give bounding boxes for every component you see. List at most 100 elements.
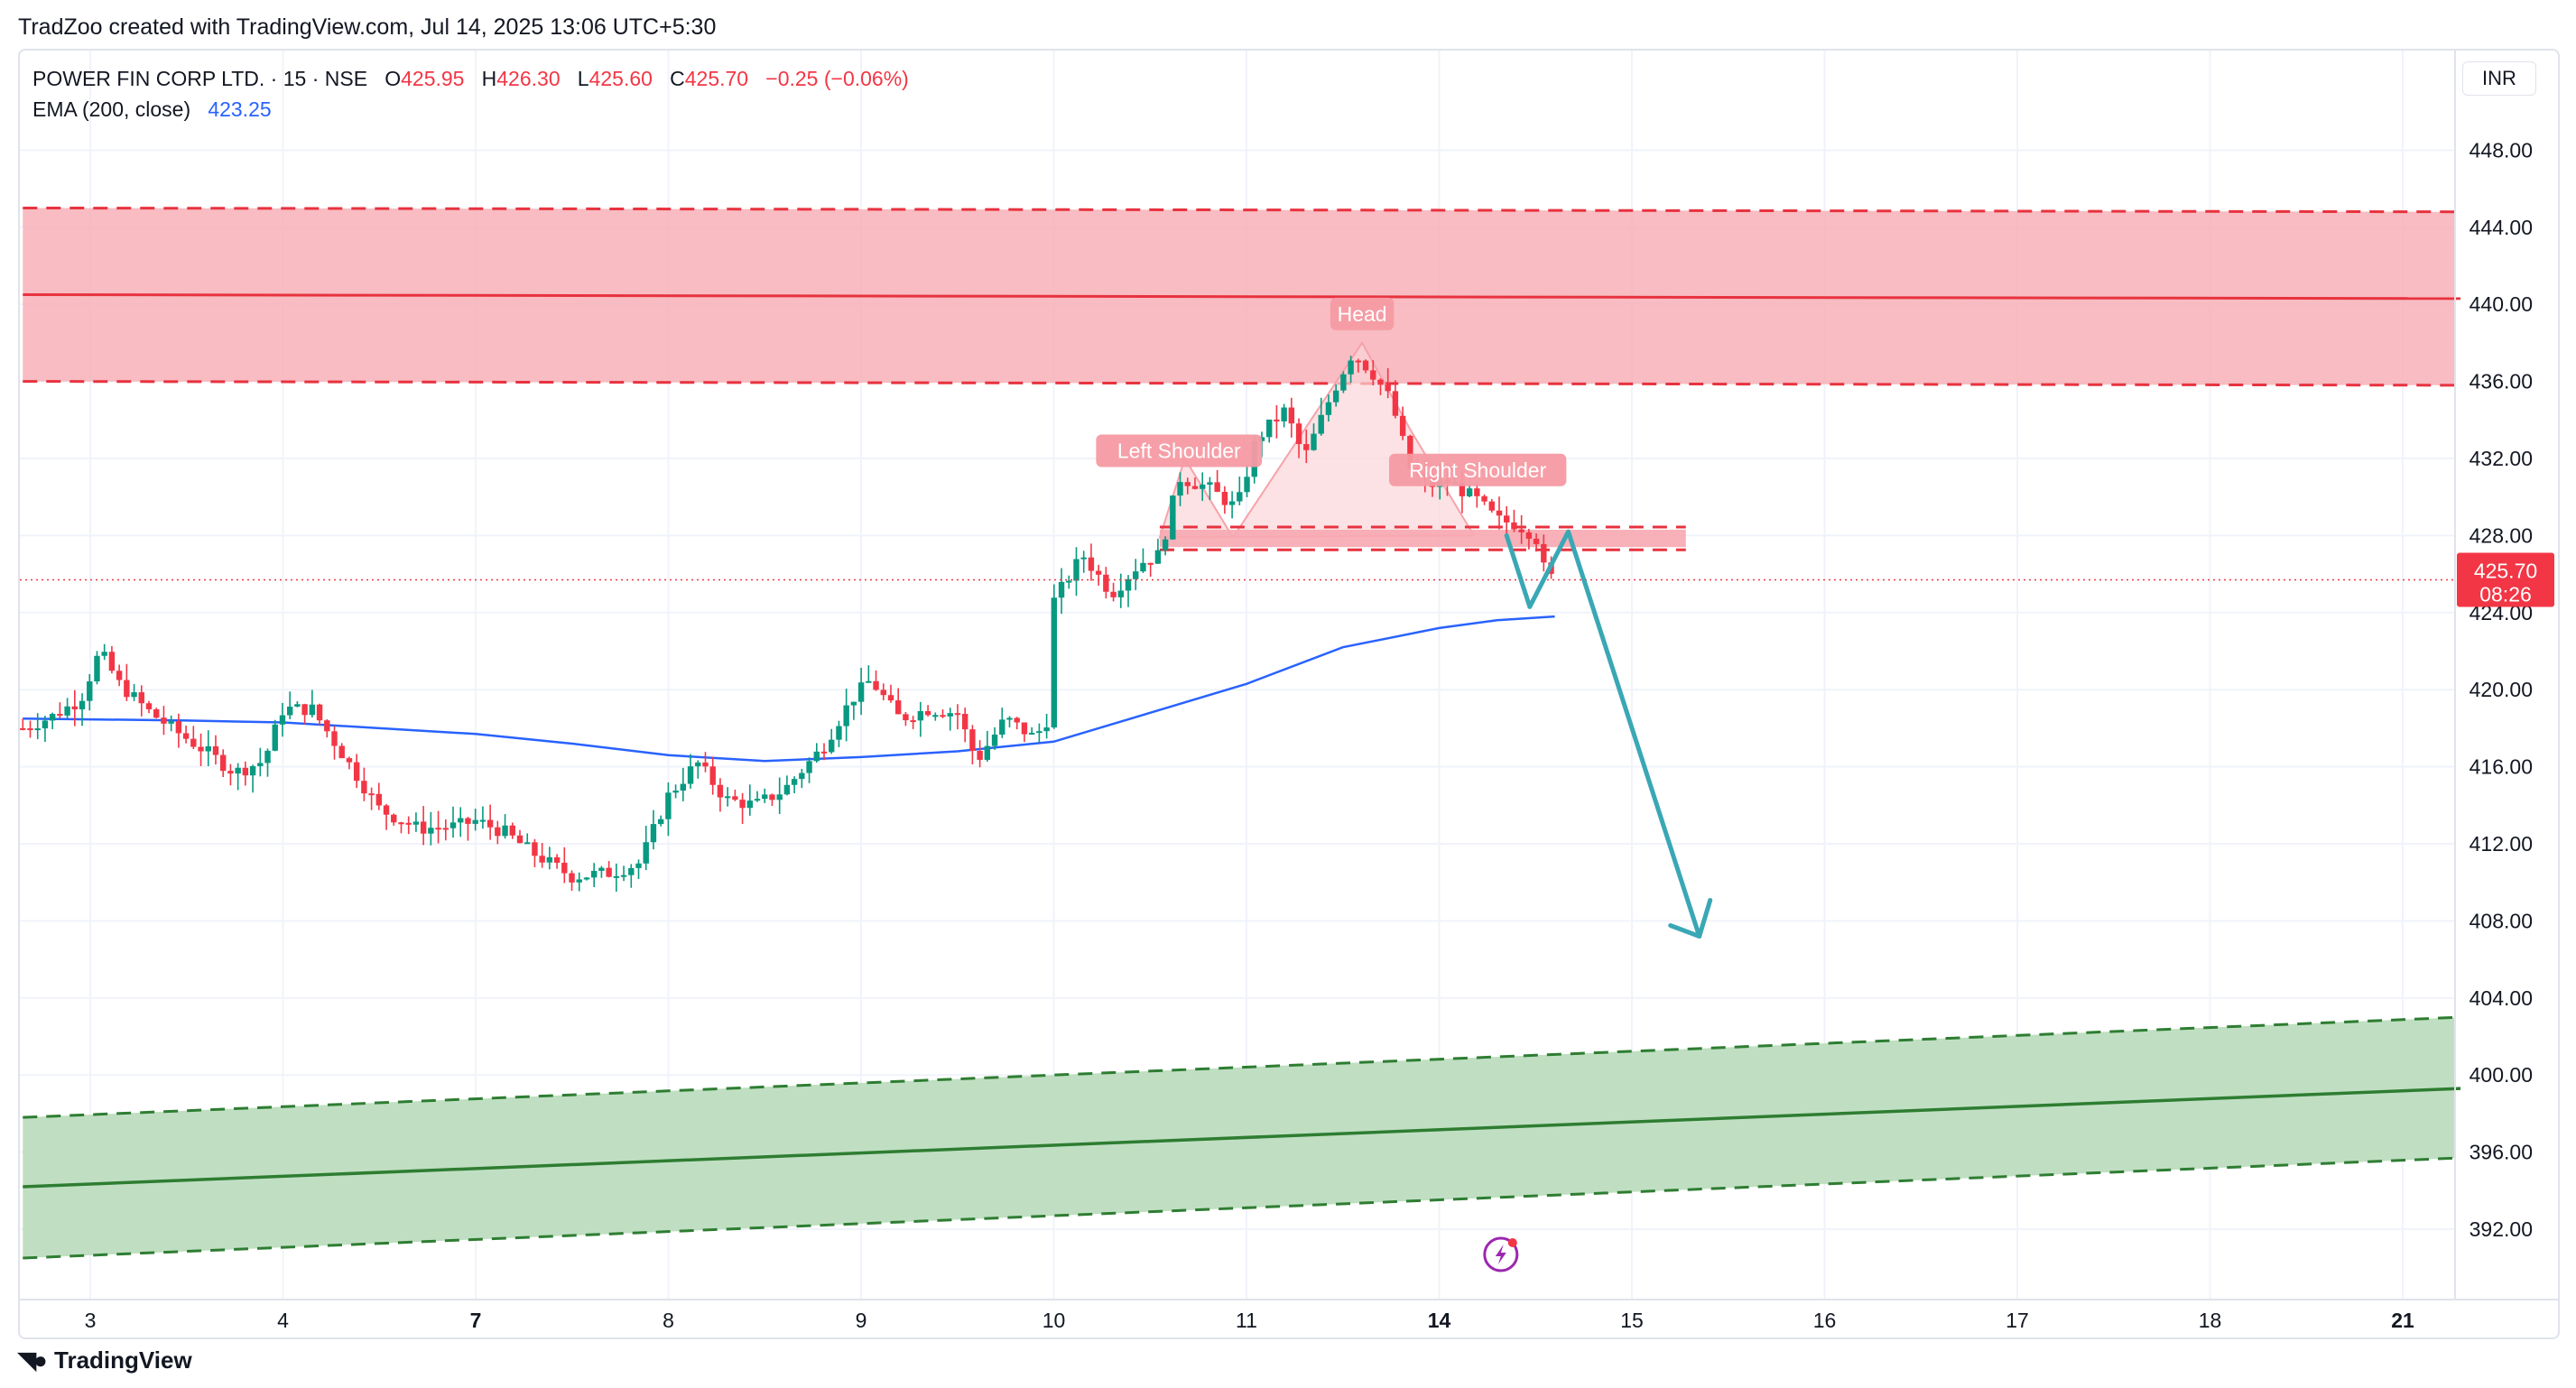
candle-body	[472, 819, 478, 824]
candle-body	[338, 745, 345, 759]
support-mid-line[interactable]	[23, 1087, 2461, 1189]
candle-body	[449, 822, 457, 828]
support-upper-line[interactable]	[23, 1015, 2461, 1119]
chart-pane[interactable]	[18, 49, 2560, 1339]
time-tick-label: 3	[85, 1309, 97, 1332]
candle-body	[569, 873, 575, 883]
neckline-zone[interactable]	[1159, 529, 1686, 548]
candle-body	[1177, 482, 1183, 496]
open-label: O	[385, 67, 402, 90]
support-lower-line[interactable]	[23, 1156, 2461, 1260]
candle-body	[1370, 370, 1376, 380]
candle-body	[398, 822, 404, 825]
chart-legend: POWER FIN CORP LTD. · 15 · NSE O425.95 H…	[32, 63, 909, 125]
candle-body	[783, 784, 791, 795]
change-value: −0.25 (−0.06%)	[765, 67, 909, 90]
candle-body	[49, 714, 56, 721]
close-label: C	[670, 67, 685, 90]
price-tick-label: 448.00	[2469, 138, 2533, 162]
candle-body	[1459, 482, 1466, 496]
lightning-bolt-icon	[1495, 1245, 1506, 1264]
candle-body	[1028, 732, 1035, 735]
candle-body	[412, 821, 420, 825]
candle-body	[583, 877, 590, 880]
candle-body	[657, 819, 664, 825]
pattern-label: Left Shoulder	[1117, 439, 1241, 462]
candle-body	[205, 745, 211, 752]
resistance-mid-line[interactable]	[23, 293, 2461, 301]
candle-body	[1088, 557, 1095, 571]
candle-body	[1392, 391, 1399, 416]
candle-body	[1110, 591, 1117, 597]
tradingview-logo[interactable]: ◥● TradingView	[18, 1346, 192, 1374]
candle-body	[435, 828, 441, 830]
projection-arrow[interactable]	[1504, 529, 1702, 939]
candle-body	[346, 758, 353, 763]
candle-body	[1481, 495, 1487, 502]
tradingview-logo-icon: ◥●	[18, 1346, 48, 1374]
candle-body	[1073, 559, 1080, 581]
symbol-title[interactable]: POWER FIN CORP LTD. · 15 · NSE	[32, 67, 368, 90]
time-tick-label: 14	[1428, 1309, 1451, 1332]
candle-body	[524, 842, 531, 845]
projection-arrow-head[interactable]	[1668, 897, 1713, 939]
candle-body	[880, 689, 886, 696]
candle-body	[286, 706, 293, 716]
price-tick-label: 396.00	[2469, 1141, 2533, 1164]
candle-body	[1228, 501, 1236, 505]
candle-body	[20, 727, 26, 730]
high-value: 426.30	[496, 67, 561, 90]
candle-body	[680, 783, 687, 791]
price-tick-label: 428.00	[2469, 523, 2533, 547]
candle-body	[212, 745, 219, 755]
candle-body	[124, 680, 130, 698]
candle-body	[806, 761, 812, 773]
candle-body	[791, 779, 798, 785]
ema-line[interactable]	[23, 615, 1555, 763]
time-tick-label: 7	[470, 1309, 482, 1332]
resistance-lower-line[interactable]	[23, 380, 2461, 387]
candle-body	[1021, 722, 1028, 735]
price-tick-label: 432.00	[2469, 447, 2533, 470]
candle-body	[1184, 482, 1191, 486]
candle-body	[665, 792, 672, 819]
pattern-label-box[interactable]	[1389, 453, 1567, 486]
ema-label[interactable]: EMA (200, close)	[32, 97, 191, 121]
candle-body	[576, 879, 582, 883]
candle-body	[145, 703, 153, 709]
price-tag	[2457, 552, 2554, 607]
resistance-upper-line[interactable]	[23, 206, 2461, 214]
candle-body	[887, 695, 894, 701]
candle-body	[42, 720, 49, 729]
candle-body	[895, 700, 902, 715]
candle-body	[991, 734, 998, 746]
candle-body	[309, 704, 316, 716]
currency-button[interactable]: INR	[2462, 61, 2536, 96]
time-tick-label: 15	[1620, 1309, 1644, 1332]
candle-body	[264, 750, 271, 763]
candle-body	[598, 867, 605, 871]
candle-body	[754, 799, 761, 801]
candle-body	[820, 751, 828, 754]
candle-body	[613, 875, 620, 878]
candle-body	[553, 856, 561, 864]
candle-body	[391, 814, 397, 823]
time-tick-label: 4	[277, 1309, 289, 1332]
price-tick-label: 408.00	[2469, 909, 2533, 932]
candle-body	[1170, 495, 1176, 540]
candle-body	[769, 794, 775, 800]
candle-body	[732, 796, 738, 800]
candle-body	[1511, 522, 1517, 530]
candle-body	[954, 713, 961, 716]
price-tick-label: 436.00	[2469, 370, 2533, 393]
high-label: H	[481, 67, 497, 90]
candle-body	[1043, 727, 1050, 732]
candle-body	[272, 724, 278, 751]
pattern-label-box[interactable]	[1096, 434, 1263, 467]
pattern-label-box[interactable]	[1330, 297, 1395, 330]
candle-body	[984, 745, 991, 760]
candle-body	[776, 794, 783, 800]
candle-body	[131, 692, 137, 698]
ema-value: 423.25	[208, 97, 272, 121]
